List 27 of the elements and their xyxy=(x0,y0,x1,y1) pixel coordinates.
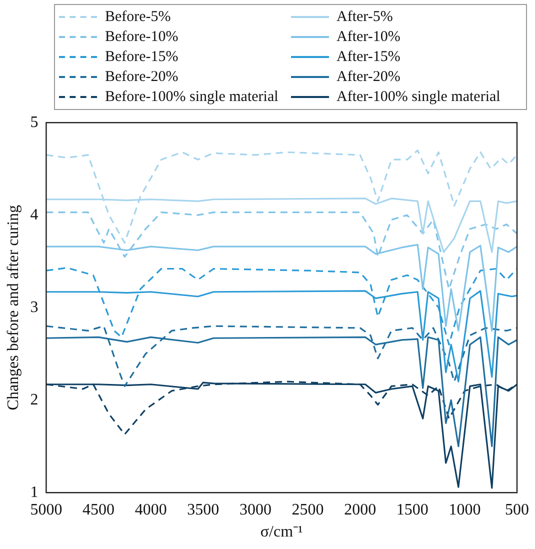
y-tick-label: 5 xyxy=(30,114,38,131)
legend-label: Before-100% single material xyxy=(105,88,278,106)
x-tick-label: 3000 xyxy=(239,501,272,518)
legend-label: After-20% xyxy=(336,68,400,86)
x-tick-label: 2000 xyxy=(344,501,376,518)
x-axis-title: σ/cm⁻¹ xyxy=(260,524,304,541)
legend-label: After-10% xyxy=(336,28,400,46)
legend-label: Before-15% xyxy=(105,48,178,66)
legend-label: Before-10% xyxy=(105,28,178,46)
legend-label: After-100% single material xyxy=(336,88,500,106)
legend-label: After-15% xyxy=(336,48,400,66)
x-tick-label: 1000 xyxy=(448,501,481,518)
y-tick-label: 4 xyxy=(30,206,38,224)
y-tick-label: 2 xyxy=(30,391,38,408)
legend-label: Before-5% xyxy=(105,8,171,26)
x-tick-label: 4500 xyxy=(82,501,115,518)
legend-label: Before-20% xyxy=(105,68,178,86)
y-tick-label: 3 xyxy=(30,298,38,316)
x-tick-label: 5000 xyxy=(30,501,62,518)
x-tick-label: 4000 xyxy=(134,501,167,518)
legend-label: After-5% xyxy=(336,8,393,26)
x-tick-label: 2500 xyxy=(292,501,324,518)
y-axis-title: Changes before and after curing xyxy=(4,204,22,410)
y-tick-label: 1 xyxy=(30,484,38,501)
x-tick-label: 1500 xyxy=(396,501,428,518)
x-tick-label: 500 xyxy=(505,501,529,518)
x-tick-label: 3500 xyxy=(187,501,220,518)
